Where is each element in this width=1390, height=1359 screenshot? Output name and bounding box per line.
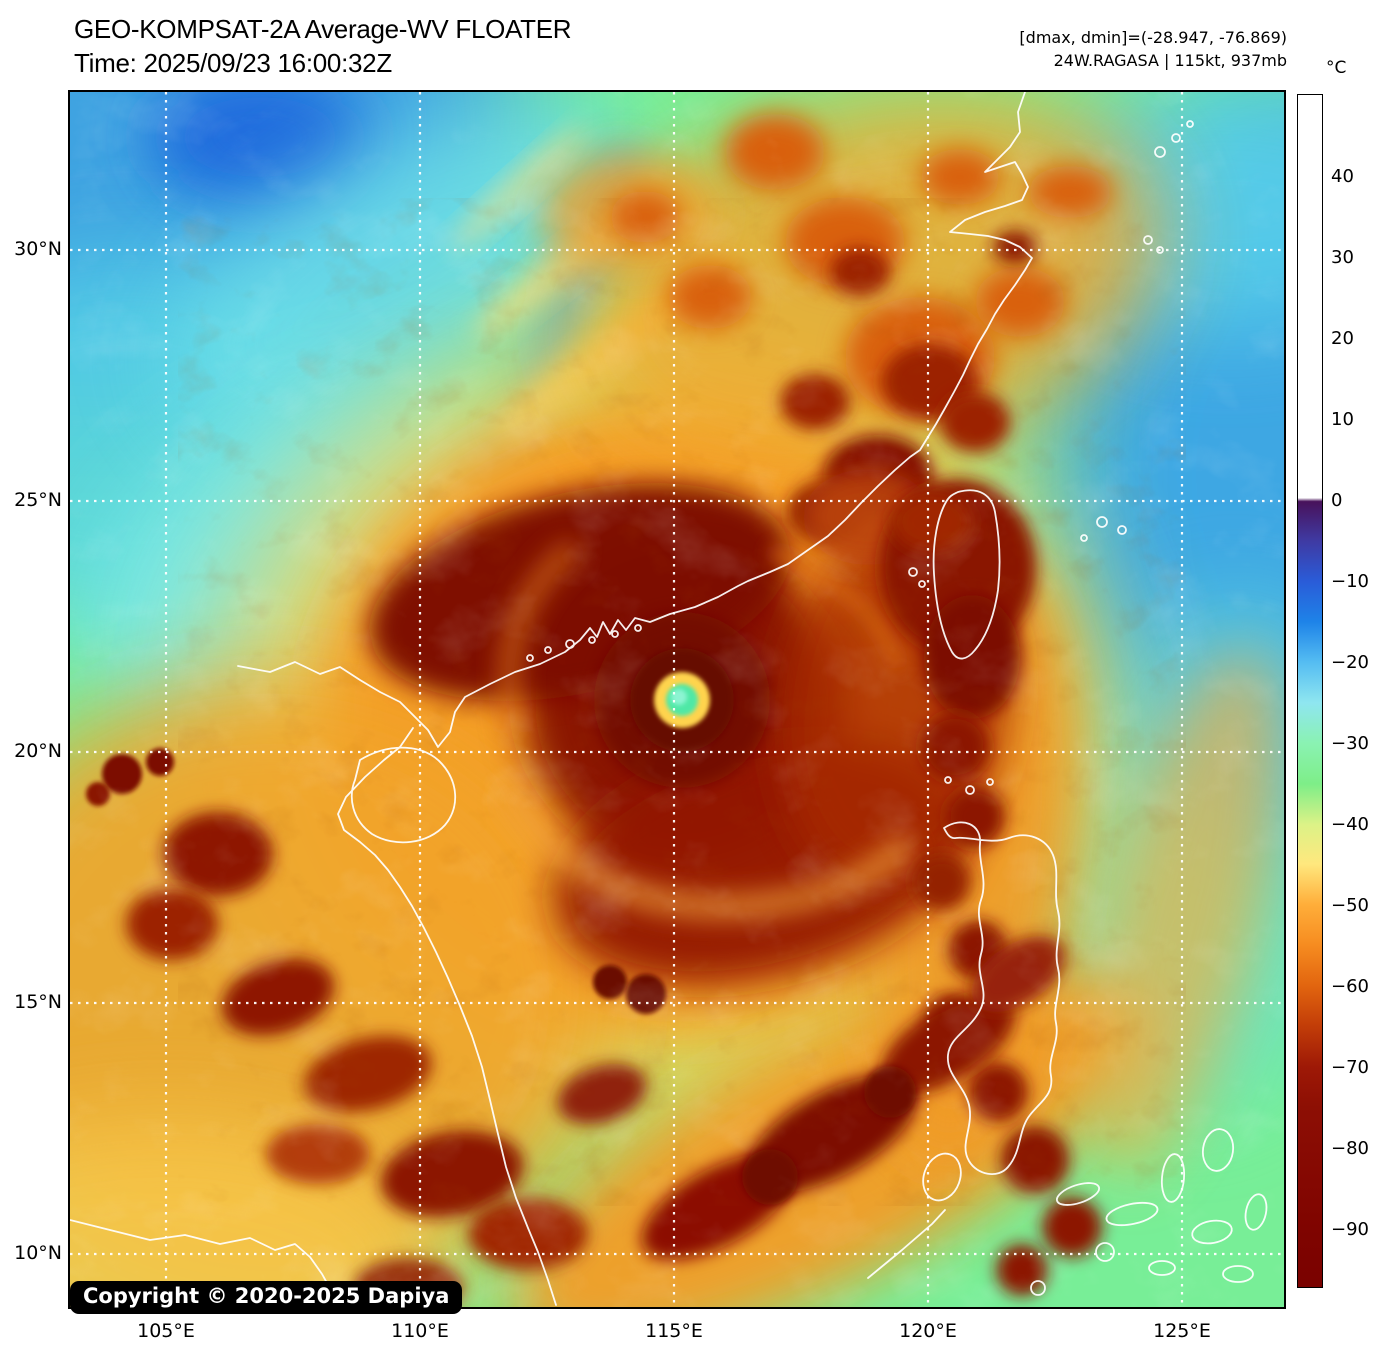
colorbar-tick: −80: [1331, 1138, 1369, 1159]
mekong-coastline: [70, 1219, 339, 1306]
y-tick-label: 30°N: [14, 238, 62, 260]
colorbar-tick: −70: [1331, 1057, 1369, 1078]
colorbar-tick: 20: [1331, 328, 1354, 349]
china-coastline: [237, 92, 1033, 748]
colorbar-unit-label: °C: [1326, 58, 1347, 78]
colorbar-tick: 10: [1331, 409, 1354, 430]
satellite-map: [68, 90, 1286, 1309]
y-tick-label: 10°N: [14, 1242, 62, 1264]
x-tick-label: 105°E: [137, 1320, 195, 1342]
taiwan-outline: [932, 489, 1001, 660]
x-tick-label: 125°E: [1153, 1320, 1211, 1342]
colorbar-tick: 30: [1331, 247, 1354, 268]
dmax-dmin-readout: [dmax, dmin]=(-28.947, -76.869): [1019, 28, 1287, 47]
small-islands: [526, 120, 1194, 795]
info-block: [dmax, dmin]=(-28.947, -76.869) 24W.RAGA…: [1019, 26, 1287, 72]
luzon-outline: [943, 821, 1061, 1175]
colorbar: [1297, 94, 1323, 1288]
title-block: GEO-KOMPSAT-2A Average-WV FLOATER Time: …: [74, 12, 572, 80]
colorbar-tick: −30: [1331, 733, 1369, 754]
typhoon-eye: [630, 648, 734, 752]
vietnam-coastline: [337, 727, 557, 1306]
x-tick-label: 110°E: [391, 1320, 449, 1342]
coastlines: [70, 92, 1268, 1306]
page-title: GEO-KOMPSAT-2A Average-WV FLOATER: [74, 14, 572, 44]
colorbar-tick: −90: [1331, 1219, 1369, 1240]
y-tick-label: 20°N: [14, 740, 62, 762]
colorbar-tick: −40: [1331, 814, 1369, 835]
colorbar-tick: 40: [1331, 166, 1354, 187]
colorbar-tick: −50: [1331, 895, 1369, 916]
colorbar-tick: 0: [1331, 490, 1343, 511]
storm-intensity-readout: 24W.RAGASA | 115kt, 937mb: [1053, 51, 1287, 70]
satellite-image: [70, 92, 1284, 1307]
colorbar-tick: −10: [1331, 571, 1369, 592]
copyright-badge: Copyright © 2020-2025 Dapiya: [70, 1281, 463, 1314]
y-tick-label: 15°N: [14, 991, 62, 1013]
graticule: [70, 92, 1284, 1307]
colorbar-tick: −60: [1331, 976, 1369, 997]
x-tick-label: 120°E: [899, 1320, 957, 1342]
timestamp: Time: 2025/09/23 16:00:32Z: [74, 48, 392, 78]
colorbar-tick: −20: [1331, 652, 1369, 673]
y-tick-label: 25°N: [14, 489, 62, 511]
hainan-outline: [350, 746, 457, 844]
x-tick-label: 115°E: [645, 1320, 703, 1342]
philippine-islands: [867, 1128, 1268, 1296]
